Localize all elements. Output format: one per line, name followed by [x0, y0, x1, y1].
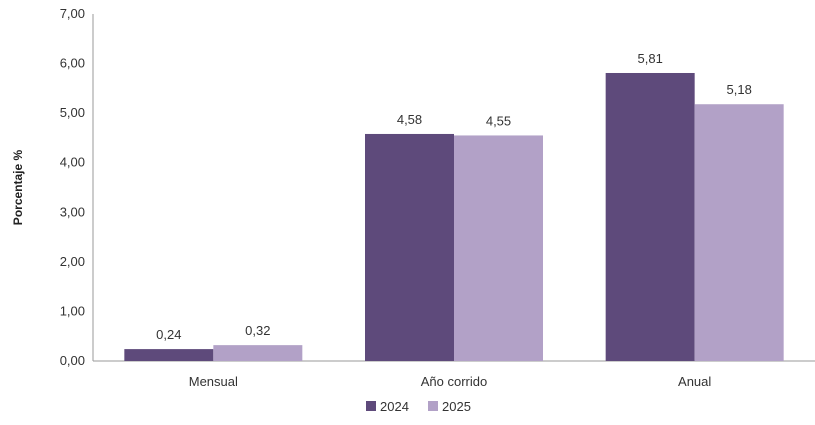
bar-value-label: 4,55 [486, 113, 511, 128]
x-axis: Mensual Año corrido Anual [93, 360, 815, 389]
x-category-label: Año corrido [421, 374, 487, 389]
bar-value-label: 0,32 [245, 323, 270, 338]
bar-value-labels: 0,24 0,32 4,58 4,55 5,81 5,18 [156, 51, 752, 342]
legend: 2024 2025 [366, 399, 471, 414]
x-category-label: Anual [678, 374, 711, 389]
y-tick-label: 4,00 [60, 155, 85, 170]
y-tick-label: 3,00 [60, 204, 85, 219]
bar-2024-2 [605, 72, 695, 362]
bar-2024-0 [124, 349, 214, 361]
y-tick-labels: 0,00 1,00 2,00 3,00 4,00 5,00 6,00 7,00 [60, 6, 85, 368]
bar-2024-1 [365, 133, 454, 361]
bar-value-label: 0,24 [156, 327, 181, 342]
bar-value-label: 5,81 [638, 51, 663, 66]
bar-value-label: 4,58 [397, 112, 422, 127]
bar-series [124, 72, 784, 362]
legend-label: 2024 [380, 399, 409, 414]
bar-2025-2 [694, 104, 784, 361]
legend-swatch-2025 [428, 401, 438, 411]
y-tick-label: 6,00 [60, 56, 85, 71]
y-tick-label: 7,00 [60, 6, 85, 21]
bar-2025-1 [454, 135, 543, 361]
y-axis: 0,00 1,00 2,00 3,00 4,00 5,00 6,00 7,00 [60, 6, 94, 368]
bar-2025-0 [213, 345, 303, 361]
y-tick-label: 5,00 [60, 105, 85, 120]
y-axis-title: Porcentaje % [11, 149, 25, 225]
bar-value-label: 5,18 [727, 82, 752, 97]
x-category-labels: Mensual Año corrido Anual [189, 374, 712, 389]
legend-swatch-2024 [366, 401, 376, 411]
y-tick-label: 2,00 [60, 254, 85, 269]
y-tick-label: 0,00 [60, 353, 85, 368]
x-category-label: Mensual [189, 374, 238, 389]
legend-label: 2025 [442, 399, 471, 414]
y-tick-label: 1,00 [60, 303, 85, 318]
